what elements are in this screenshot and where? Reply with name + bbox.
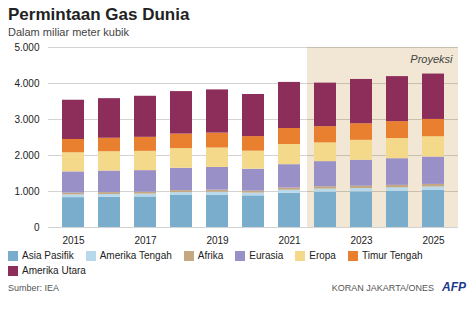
html-text:Amerika Utara: Amerika Utara xyxy=(22,265,86,276)
svg-text:2023: 2023 xyxy=(350,235,373,246)
html-text:Timur Tengah: Timur Tengah xyxy=(361,250,423,261)
html-text:AFP: AFP xyxy=(442,280,466,294)
svg-text:2017: 2017 xyxy=(134,235,157,246)
svg-text:2019: 2019 xyxy=(206,235,229,246)
html-text:Dalam miliar meter kubik: Dalam miliar meter kubik xyxy=(8,26,129,38)
html-text:Eurasia: Eurasia xyxy=(249,250,284,261)
svg-text:3.000: 3.000 xyxy=(14,114,39,125)
html-text:Permintaan Gas Dunia: Permintaan Gas Dunia xyxy=(8,5,190,24)
html-text:KORAN JAKARTA/ONES: KORAN JAKARTA/ONES xyxy=(331,283,434,293)
html-text:Afrika: Afrika xyxy=(197,250,224,261)
svg-text:2015: 2015 xyxy=(62,235,85,246)
svg-text:2021: 2021 xyxy=(278,235,301,246)
html-text:Sumber: IEA: Sumber: IEA xyxy=(8,283,59,293)
svg-text:Proyeksi: Proyeksi xyxy=(410,53,453,65)
svg-text:5.000: 5.000 xyxy=(14,42,39,53)
svg-text:0: 0 xyxy=(34,222,40,233)
html-text:Amerika Tengah: Amerika Tengah xyxy=(99,250,172,261)
svg-text:2.000: 2.000 xyxy=(14,150,39,161)
svg-text:4.000: 4.000 xyxy=(14,78,39,89)
svg-text:2025: 2025 xyxy=(422,235,445,246)
svg-text:1.000: 1.000 xyxy=(14,186,39,197)
html-text:Asia Pasifik: Asia Pasifik xyxy=(22,250,74,261)
html-text:Eropa: Eropa xyxy=(309,250,336,261)
